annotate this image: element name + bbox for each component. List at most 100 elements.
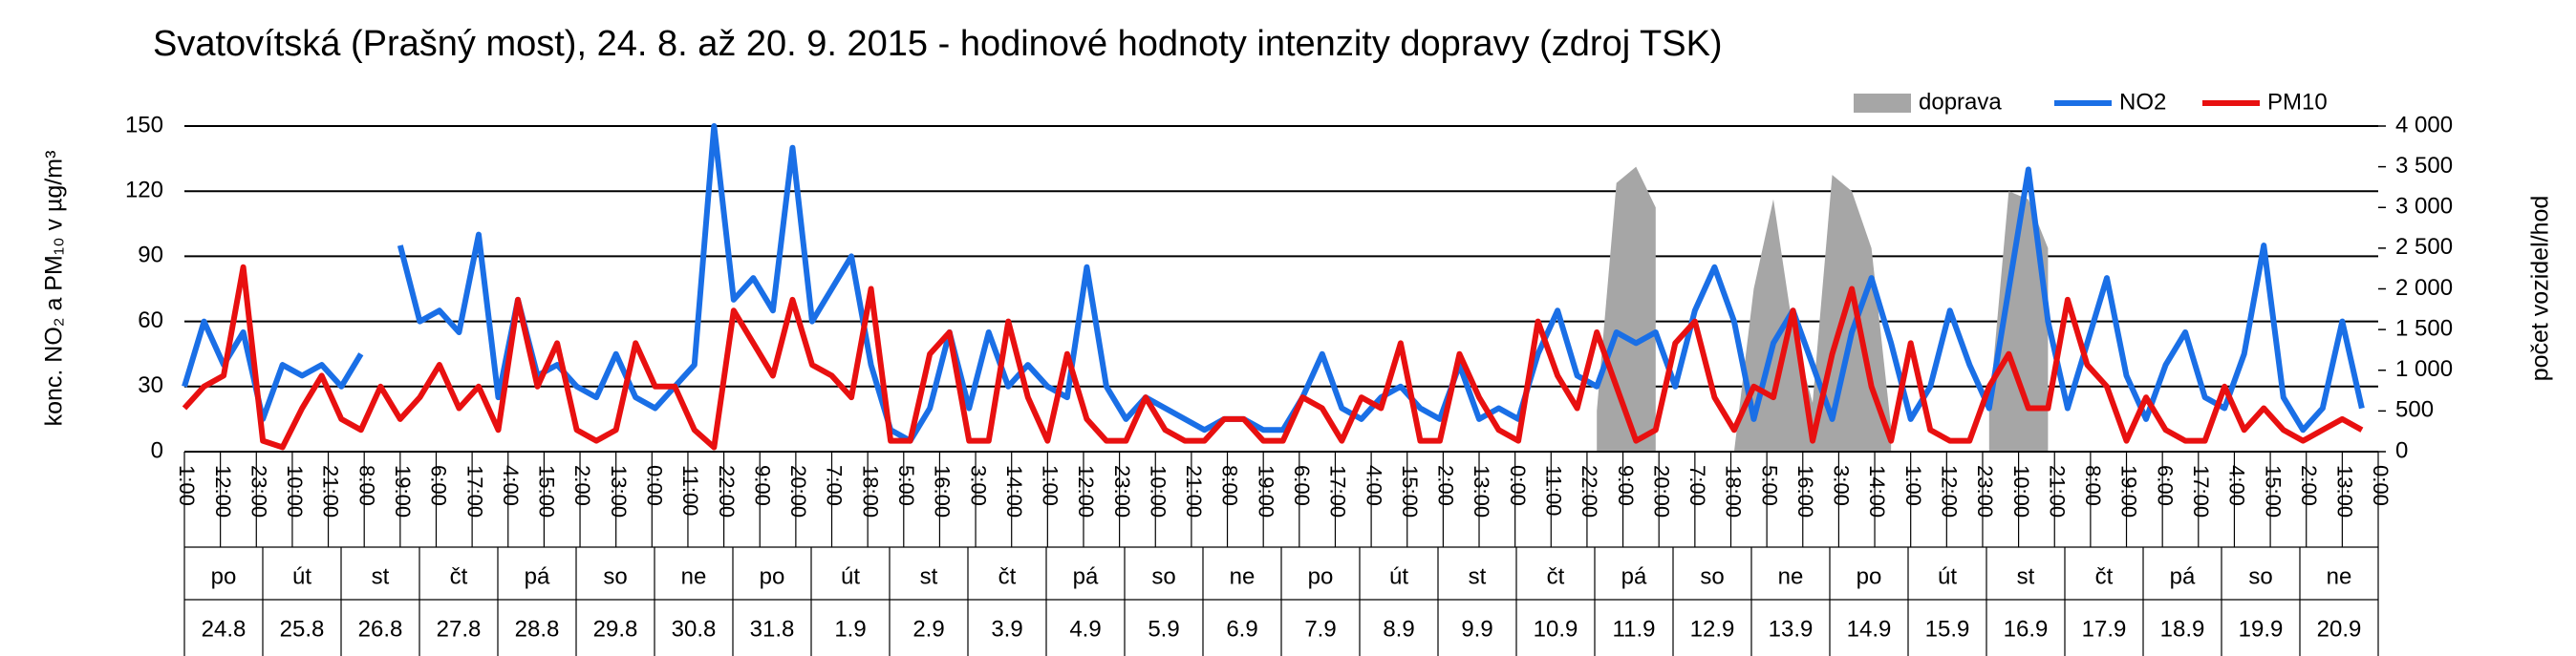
x-tick-label: 2:00: [1434, 465, 1458, 506]
legend-swatch: [1854, 94, 1911, 113]
date-label: 7.9: [1304, 616, 1336, 642]
x-tick-label: 15:00: [535, 465, 559, 518]
y2-tick-label: 3 500: [2395, 153, 2453, 179]
x-tick-label: 19:00: [391, 465, 415, 518]
day-label: ne: [681, 563, 707, 589]
day-label: ne: [2327, 563, 2352, 589]
day-label: út: [841, 563, 860, 589]
day-label: čt: [1547, 563, 1565, 589]
y-tick-label: 60: [138, 307, 163, 333]
day-label: čt: [2095, 563, 2114, 589]
x-tick-label: 4:00: [499, 465, 523, 506]
date-label: 15.9: [1925, 616, 1970, 642]
x-tick-label: 13:00: [1470, 465, 1493, 518]
x-tick-label: 17:00: [1326, 465, 1350, 518]
y-tick-label: 30: [138, 372, 163, 398]
day-label: čt: [450, 563, 468, 589]
y2-tick-label: 2 500: [2395, 234, 2453, 260]
x-tick-label: 14:00: [1865, 465, 1889, 518]
x-tick-label: 6:00: [2153, 465, 2177, 506]
x-tick-label: 3:00: [966, 465, 990, 506]
date-label: 10.9: [1534, 616, 1578, 642]
x-tick-label: 10:00: [2009, 465, 2033, 518]
x-tick-label: 1:00: [1901, 465, 1925, 506]
date-label: 12.9: [1690, 616, 1735, 642]
y2-tick-label: 2 000: [2395, 275, 2453, 301]
date-label: 20.9: [2317, 616, 2362, 642]
day-label: st: [920, 563, 938, 589]
x-tick-label: 0:00: [642, 465, 666, 506]
x-tick-label: 8:00: [354, 465, 378, 506]
y-tick-label: 90: [138, 243, 163, 268]
x-tick-label: 8:00: [1218, 465, 1242, 506]
x-tick-label: 5:00: [894, 465, 918, 506]
day-label: út: [1389, 563, 1408, 589]
day-label: ne: [1778, 563, 1804, 589]
x-tick-label: 17:00: [2189, 465, 2213, 518]
date-label: 30.8: [672, 616, 717, 642]
date-label: 19.9: [2239, 616, 2284, 642]
day-label: ne: [1230, 563, 1256, 589]
legend-label: doprava: [1919, 89, 2002, 115]
x-tick-label: 15:00: [2261, 465, 2285, 518]
x-tick-label: 9:00: [1614, 465, 1638, 506]
day-label: pá: [1073, 563, 1099, 589]
x-tick-label: 13:00: [2333, 465, 2357, 518]
x-tick-label: 1:00: [175, 465, 199, 506]
date-label: 25.8: [280, 616, 325, 642]
day-label: po: [760, 563, 785, 589]
area: [1597, 166, 2049, 452]
day-label: so: [2248, 563, 2272, 589]
date-label: 2.9: [912, 616, 944, 642]
date-label: 5.9: [1148, 616, 1179, 642]
y2-tick-label: 4 000: [2395, 112, 2453, 138]
date-label: 24.8: [202, 616, 247, 642]
x-tick-label: 11:00: [1541, 465, 1565, 516]
x-tick-label: 4:00: [1362, 465, 1385, 506]
x-tick-label: 22:00: [1578, 465, 1601, 518]
y2-tick-label: 1 500: [2395, 315, 2453, 341]
x-tick-label: 3:00: [1830, 465, 1854, 506]
y2-tick-label: 0: [2395, 437, 2408, 463]
x-tick-label: 22:00: [715, 465, 739, 518]
day-label: st: [372, 563, 390, 589]
day-label: so: [1700, 563, 1724, 589]
x-tick-label: 23:00: [1110, 465, 1134, 518]
day-label: pá: [1621, 563, 1647, 589]
x-tick-label: 16:00: [1793, 465, 1817, 518]
date-label: 3.9: [991, 616, 1022, 642]
y2-tick-label: 1 000: [2395, 356, 2453, 382]
x-tick-label: 4:00: [2225, 465, 2249, 506]
x-tick-label: 0:00: [1506, 465, 1530, 506]
line: [182, 264, 2364, 451]
day-label: po: [211, 563, 237, 589]
date-label: 13.9: [1769, 616, 1814, 642]
date-label: 6.9: [1226, 616, 1257, 642]
y2-axis-label: počet vozidel/hod: [2527, 196, 2554, 382]
x-tick-label: 2:00: [2297, 465, 2321, 506]
x-tick-label: 18:00: [1722, 465, 1746, 518]
x-tick-label: 23:00: [247, 465, 270, 518]
chart-title: Svatovítská (Prašný most), 24. 8. až 20.…: [153, 24, 1723, 64]
x-tick-label: 21:00: [2045, 465, 2069, 518]
date-label: 28.8: [515, 616, 560, 642]
day-label: čt: [998, 563, 1017, 589]
x-tick-label: 10:00: [1146, 465, 1170, 518]
x-tick-label: 7:00: [823, 465, 847, 506]
x-tick-label: 12:00: [1074, 465, 1098, 518]
date-label: 4.9: [1069, 616, 1101, 642]
day-label: út: [292, 563, 311, 589]
y2-tick-label: 3 000: [2395, 194, 2453, 220]
x-tick-label: 19:00: [1254, 465, 1277, 518]
date-label: 14.9: [1847, 616, 1892, 642]
y-tick-label: 120: [125, 178, 163, 203]
x-tick-label: 10:00: [283, 465, 307, 518]
date-label: 8.9: [1383, 616, 1414, 642]
x-tick-label: 6:00: [427, 465, 451, 506]
day-label: pá: [525, 563, 550, 589]
y-tick-label: 150: [125, 112, 163, 138]
y-axis-label: konc. NO₂ a PM₁₀ v µg/m³: [41, 151, 68, 427]
x-tick-label: 21:00: [1182, 465, 1206, 518]
x-tick-label: 20:00: [1649, 465, 1673, 518]
date-label: 16.9: [2004, 616, 2049, 642]
